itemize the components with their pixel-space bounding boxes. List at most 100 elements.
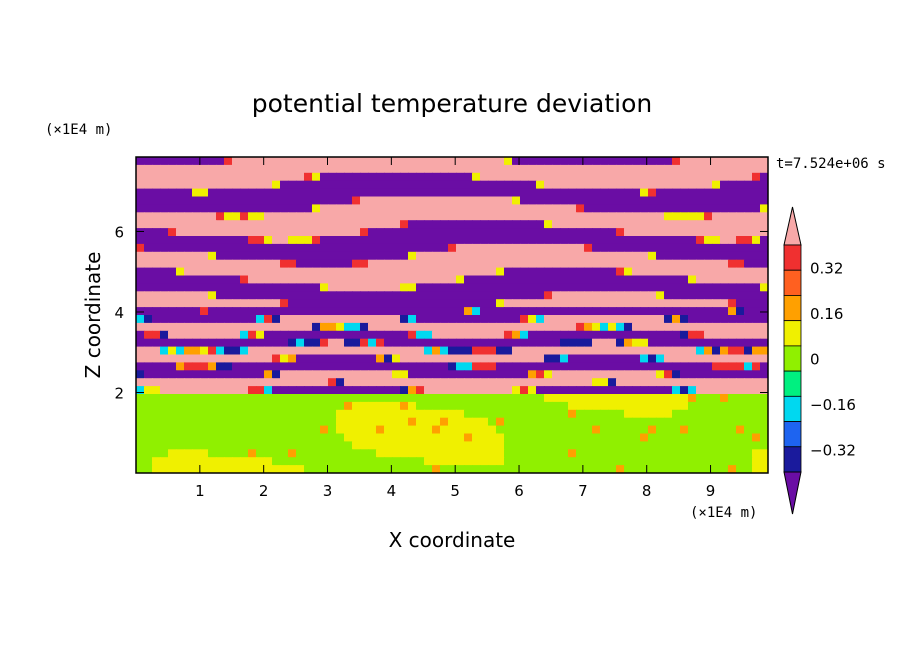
- field-cell: [320, 330, 329, 340]
- field-cell: [712, 378, 721, 387]
- field-cell: [592, 251, 601, 261]
- field-cell: [584, 172, 593, 182]
- field-cell: [176, 180, 185, 190]
- field-cell: [392, 433, 401, 442]
- field-cell: [688, 299, 697, 308]
- field-cell: [336, 299, 345, 308]
- field-cell: [416, 164, 425, 174]
- field-cell: [544, 433, 553, 442]
- field-cell: [152, 259, 161, 269]
- field-cell: [152, 401, 161, 411]
- field-cell: [528, 441, 537, 450]
- field-cell: [368, 378, 377, 387]
- field-cell: [736, 315, 745, 324]
- field-cell: [648, 322, 657, 332]
- field-cell: [400, 204, 409, 213]
- field-cell: [136, 283, 145, 292]
- field-cell: [568, 433, 577, 442]
- field-cell: [400, 188, 409, 198]
- field-cell: [240, 433, 249, 442]
- field-cell: [368, 394, 377, 403]
- field-cell: [560, 465, 569, 473]
- field-cell: [224, 220, 233, 229]
- field-cell: [528, 275, 537, 284]
- field-cell: [456, 362, 465, 371]
- field-cell: [288, 394, 297, 403]
- field-cell: [720, 243, 729, 253]
- field-cell: [456, 394, 465, 403]
- field-cell: [752, 243, 761, 253]
- field-cell: [760, 417, 768, 427]
- field-cell: [280, 251, 289, 261]
- field-cell: [224, 212, 233, 221]
- field-cell: [464, 196, 473, 205]
- field-cell: [640, 236, 649, 245]
- field-cell: [136, 307, 145, 316]
- field-cell: [264, 172, 273, 182]
- field-cell: [712, 330, 721, 340]
- field-cell: [216, 291, 225, 300]
- field-cell: [424, 354, 433, 363]
- field-cell: [648, 212, 657, 221]
- field-cell: [376, 322, 385, 332]
- field-cell: [624, 441, 633, 450]
- field-cell: [720, 220, 729, 229]
- field-cell: [152, 157, 161, 166]
- field-cell: [760, 251, 768, 261]
- field-cell: [672, 354, 681, 363]
- field-cell: [424, 188, 433, 198]
- field-cell: [616, 330, 625, 340]
- field-cell: [632, 220, 641, 229]
- field-cell: [408, 354, 417, 363]
- field-cell: [432, 409, 441, 419]
- field-cell: [584, 236, 593, 245]
- field-cell: [176, 188, 185, 198]
- field-cell: [560, 204, 569, 213]
- field-cell: [728, 212, 737, 221]
- field-cell: [608, 236, 617, 245]
- field-cell: [248, 188, 257, 198]
- field-cell: [696, 243, 705, 253]
- field-cell: [360, 259, 369, 269]
- field-cell: [344, 425, 353, 435]
- field-cell: [560, 251, 569, 261]
- field-cell: [760, 172, 768, 182]
- field-cell: [520, 465, 529, 473]
- field-cell: [320, 267, 329, 277]
- field-cell: [576, 157, 585, 166]
- field-cell: [680, 465, 689, 473]
- field-cell: [400, 307, 409, 316]
- field-cell: [272, 299, 281, 308]
- field-cell: [200, 251, 209, 261]
- field-cell: [616, 386, 625, 395]
- field-cell: [240, 354, 249, 363]
- field-cell: [496, 164, 505, 174]
- field-cell: [392, 417, 401, 427]
- field-cell: [208, 236, 217, 245]
- field-cell: [680, 228, 689, 237]
- field-cell: [600, 307, 609, 316]
- field-cell: [504, 409, 513, 419]
- field-cell: [440, 188, 449, 198]
- field-cell: [512, 204, 521, 213]
- field-cell: [544, 307, 553, 316]
- field-cell: [568, 220, 577, 229]
- field-cell: [720, 157, 729, 166]
- field-cell: [184, 243, 193, 253]
- field-cell: [424, 212, 433, 221]
- field-cell: [440, 291, 449, 300]
- field-cell: [360, 188, 369, 198]
- field-cell: [592, 172, 601, 182]
- field-cell: [624, 251, 633, 261]
- field-cell: [744, 449, 753, 458]
- field-cell: [504, 338, 513, 348]
- field-cell: [696, 338, 705, 348]
- field-cell: [320, 212, 329, 221]
- field-cell: [160, 220, 169, 229]
- field-cell: [360, 251, 369, 261]
- field-cell: [544, 346, 553, 356]
- field-cell: [688, 267, 697, 277]
- field-cell: [760, 401, 768, 411]
- field-cell: [304, 338, 313, 348]
- field-cell: [552, 409, 561, 419]
